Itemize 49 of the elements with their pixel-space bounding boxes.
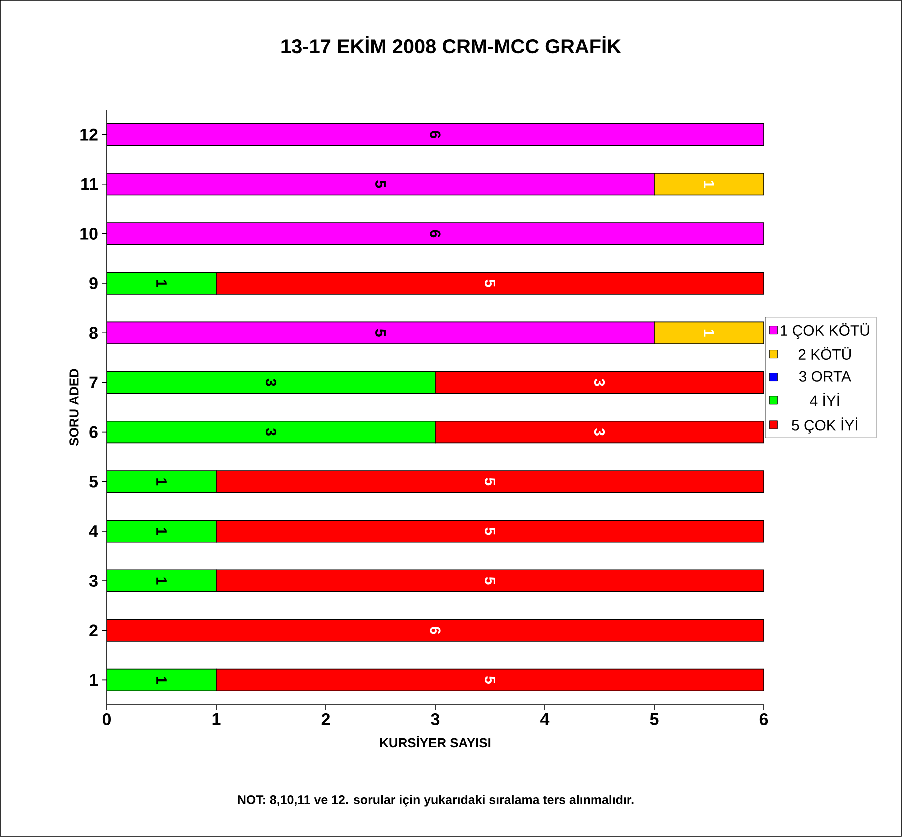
y-tick-label: 4 — [89, 526, 98, 538]
y-tick-label: 9 — [90, 278, 98, 290]
data-label: 5 — [485, 577, 496, 585]
y-tick-label: 12 — [80, 128, 98, 141]
data-label: 1 — [704, 181, 714, 188]
legend-label: 4 İYİ — [810, 393, 840, 406]
x-tick-label: 6 — [760, 714, 768, 726]
x-tick-label: 5 — [650, 714, 659, 726]
data-label: 3 — [266, 428, 277, 436]
data-label: 6 — [430, 627, 441, 634]
data-label: 5 — [485, 478, 496, 486]
y-axis-title: SORU ADED — [70, 369, 79, 446]
x-tick-label: 2 — [322, 714, 330, 726]
y-tick-label: 6 — [90, 426, 98, 438]
x-tick-label: 3 — [431, 714, 440, 726]
data-label: 5 — [376, 329, 386, 337]
data-label: 6 — [430, 230, 441, 238]
y-tick-label: 11 — [82, 178, 98, 190]
data-label: 5 — [485, 280, 496, 288]
x-tick-label: 0 — [102, 714, 112, 726]
y-tick-label: 2 — [90, 624, 98, 637]
data-label: 1 — [156, 676, 167, 684]
y-tick-label: 7 — [90, 376, 98, 389]
data-label: 3 — [594, 428, 606, 436]
data-label: 1 — [704, 330, 714, 337]
legend-label: 3 ORTA — [799, 371, 852, 382]
data-label: 6 — [430, 131, 441, 138]
data-label: 1 — [156, 478, 167, 486]
data-label: 3 — [594, 378, 606, 386]
data-label: 5 — [376, 180, 386, 188]
y-tick-label: 10 — [80, 228, 98, 240]
y-tick-label: 1 — [90, 674, 98, 686]
data-label: 1 — [156, 578, 167, 585]
data-label: 1 — [156, 528, 167, 536]
x-axis-title: KURSİYER SAYISI — [380, 736, 491, 748]
legend-label: 1 ÇOK KÖTÜ — [781, 323, 870, 340]
data-label: 5 — [485, 528, 496, 536]
legend-label: 2 KÖTÜ — [798, 347, 851, 360]
x-tick-label: 1 — [212, 714, 221, 726]
data-label: 3 — [266, 378, 277, 386]
y-tick-label: 5 — [90, 476, 98, 488]
chart-title: 13-17 EKİM 2008 CRM-MCC GRAFİK — [282, 36, 622, 54]
legend-label: 5 ÇOK İYİ — [792, 418, 858, 434]
text: NOT: 8,10,11 ve 12. sorular için yukarıdaki sıralama ters alınmalıdır. — [238, 795, 634, 807]
y-tick-label: 3 — [89, 575, 98, 588]
data-label: 1 — [156, 280, 167, 288]
x-tick-label: 4 — [540, 714, 550, 726]
data-label: 5 — [485, 676, 496, 684]
y-tick-label: 8 — [90, 327, 98, 340]
